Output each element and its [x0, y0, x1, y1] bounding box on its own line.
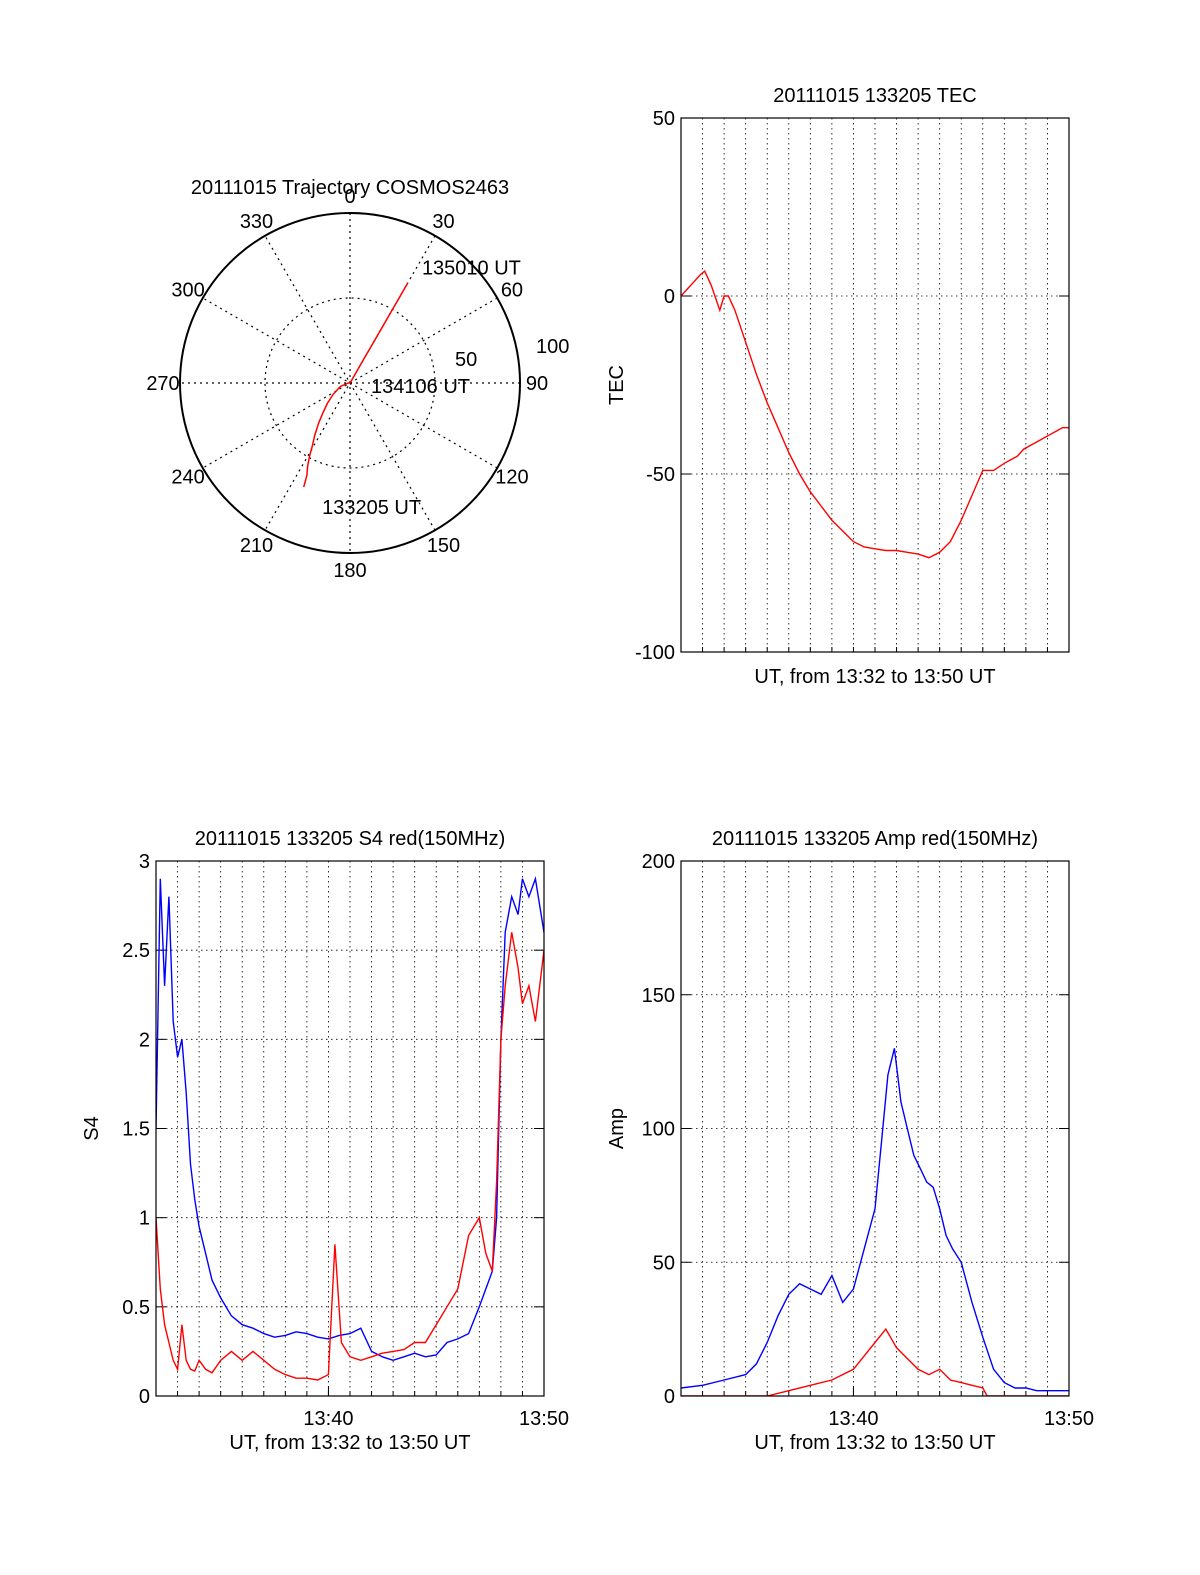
s4-ytick-label: 2 [139, 1029, 150, 1051]
s4-frame [155, 860, 545, 1397]
tec-ytick-label: -50 [646, 464, 675, 486]
s4-xtick-label: 13:40 [303, 1408, 353, 1430]
amp-xlabel: UT, from 13:32 to 13:50 UT [754, 1432, 995, 1454]
angle-label: 150 [427, 535, 460, 557]
trajectory-annotation: 134106 UT [371, 376, 470, 398]
s4-ylabel: S4 [81, 1116, 103, 1140]
s4-ytick-label: 3 [139, 851, 150, 873]
amp-ytick-label: 150 [642, 985, 675, 1007]
amp-xtick-label: 13:50 [1044, 1408, 1094, 1430]
angle-label: 270 [146, 373, 179, 395]
s4-xlabel: UT, from 13:32 to 13:50 UT [229, 1432, 470, 1454]
angle-label: 30 [432, 211, 454, 233]
tec-ytick-label: -100 [635, 642, 675, 664]
amp-ytick-label: 200 [642, 851, 675, 873]
angle-label: 60 [501, 280, 523, 302]
radial-label: 50 [455, 349, 477, 371]
s4-ytick-label: 1 [139, 1208, 150, 1230]
amp-xtick-label: 13:40 [828, 1408, 878, 1430]
amp-series-blue [681, 1048, 1069, 1392]
angle-label: 90 [526, 373, 548, 395]
tec-title: 20111015 133205 TEC [773, 85, 977, 107]
s4-series-blue [156, 876, 544, 1362]
amp-ytick-label: 50 [653, 1252, 675, 1274]
amp-ytick-label: 0 [664, 1386, 675, 1408]
radial-label: 100 [536, 336, 569, 358]
amp-series-red [681, 1327, 1069, 1396]
tec-xlabel: UT, from 13:32 to 13:50 UT [754, 666, 995, 688]
angle-label: 0 [344, 186, 355, 208]
tec-ytick-label: 0 [664, 286, 675, 308]
s4-ytick-label: 0 [139, 1386, 150, 1408]
amp-title: 20111015 133205 Amp red(150MHz) [712, 828, 1038, 850]
angle-label: 330 [240, 211, 273, 233]
s4-xtick-label: 13:50 [519, 1408, 569, 1430]
trajectory-title: 20111015 Trajectory COSMOS2463 [191, 177, 509, 199]
tec-ytick-label: 50 [653, 108, 675, 130]
trajectory-annotation: 133205 UT [322, 497, 421, 519]
tec-series-red [681, 269, 1069, 559]
angle-label: 210 [240, 535, 273, 557]
amp-ylabel: Amp [606, 1108, 628, 1149]
angle-label: 180 [333, 560, 366, 582]
s4-panel: 20111015 133205 S4 red(150MHz) 0 0.5 1 1.5 2 2… [81, 828, 569, 1454]
tec-panel: 20111015 133205 TEC -100 -50 0 50 UT, from 13… [606, 85, 1070, 688]
s4-ytick-label: 2.5 [122, 940, 150, 962]
angle-label: 300 [171, 280, 204, 302]
s4-title: 20111015 133205 S4 red(150MHz) [195, 828, 506, 850]
s4-series-red [156, 932, 544, 1381]
angle-label: 240 [171, 467, 204, 489]
amp-panel: 20111015 133205 Amp red(150MHz) 0 50 100 150… [606, 828, 1094, 1454]
angle-label: 120 [495, 467, 528, 489]
amp-frame [680, 860, 1070, 1397]
tec-ylabel: TEC [606, 365, 628, 405]
trajectory-annotation: 135010 UT [422, 257, 521, 279]
s4-ytick-label: 1.5 [122, 1119, 150, 1141]
tec-frame [680, 117, 1070, 653]
trajectory-series [302, 282, 409, 488]
s4-ytick-label: 0.5 [122, 1297, 150, 1319]
amp-ytick-label: 100 [642, 1119, 675, 1141]
